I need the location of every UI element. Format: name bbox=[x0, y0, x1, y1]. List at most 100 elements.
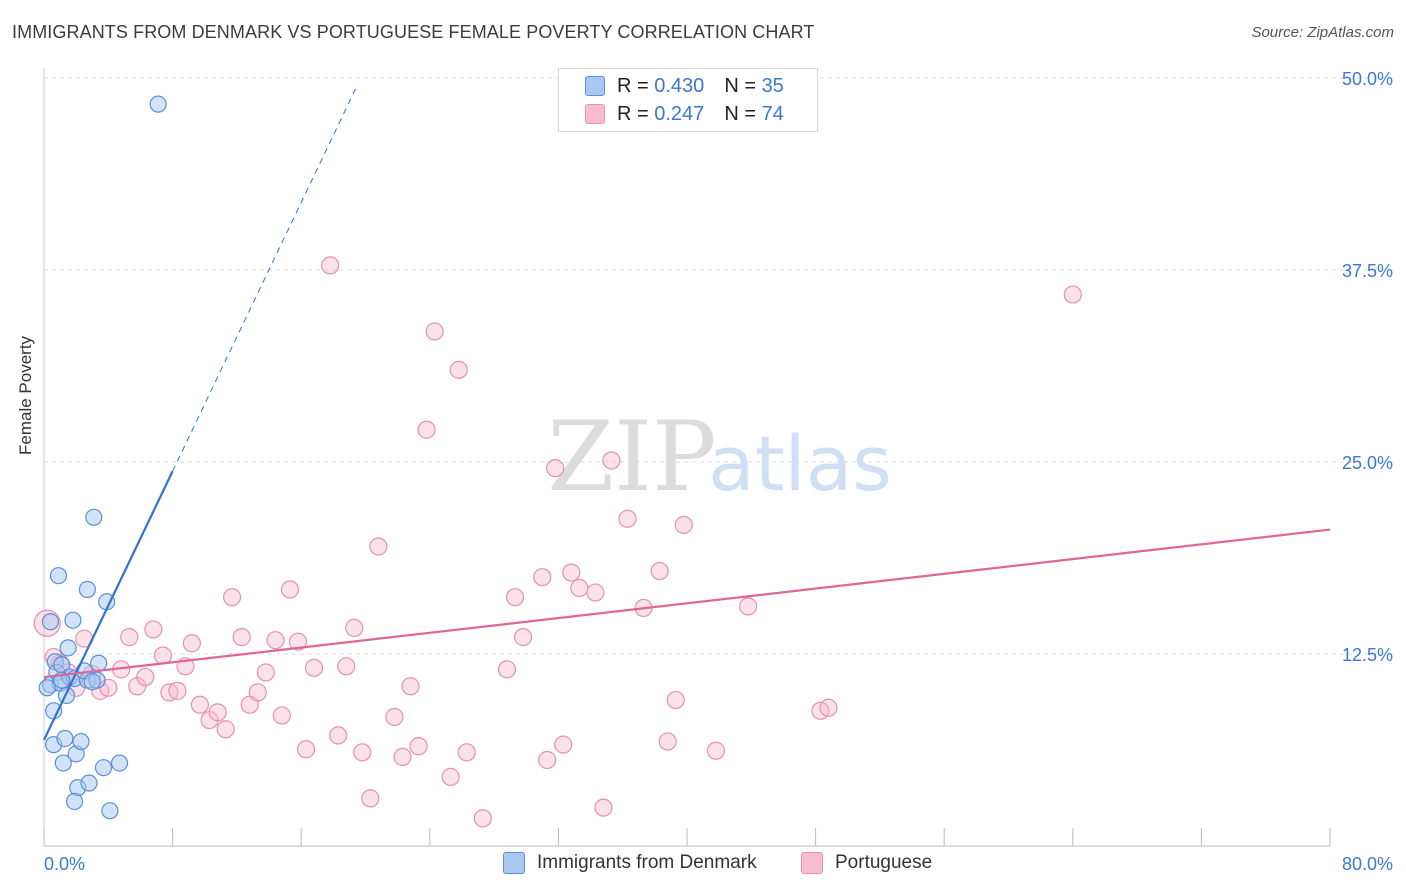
tick-labels: 12.5% 25.0% 37.5% 50.0% 0.0% 80.0% bbox=[44, 69, 1393, 874]
portuguese-point bbox=[222, 588, 242, 607]
denmark-point bbox=[45, 702, 63, 720]
denmark-point bbox=[85, 508, 103, 526]
portuguese-point bbox=[602, 451, 621, 470]
trend-lines bbox=[43, 84, 1331, 741]
portuguese-point bbox=[738, 597, 758, 616]
portuguese-point bbox=[650, 561, 669, 581]
portuguese-point bbox=[337, 657, 356, 676]
y-tick-label: 37.5% bbox=[1342, 261, 1393, 281]
denmark-points bbox=[38, 95, 167, 820]
axes-layer bbox=[43, 68, 1331, 847]
legend-swatch-denmark bbox=[503, 852, 525, 874]
denmark-point bbox=[94, 759, 113, 777]
portuguese-point bbox=[666, 690, 685, 710]
portuguese-point bbox=[321, 256, 340, 275]
legend-row-denmark: R = 0.430 N = 35 bbox=[585, 73, 784, 99]
y-tick-label: 25.0% bbox=[1342, 453, 1393, 473]
legend-label-denmark: Immigrants from Denmark bbox=[537, 852, 757, 873]
portuguese-point bbox=[533, 568, 552, 587]
legend-n-value: 74 bbox=[761, 102, 784, 125]
denmark-point bbox=[72, 732, 90, 751]
denmark-point bbox=[64, 611, 82, 629]
portuguese-point bbox=[417, 420, 436, 439]
portuguese-point bbox=[409, 737, 428, 756]
legend-row-portuguese: R = 0.247 N = 74 bbox=[585, 101, 784, 127]
denmark-point bbox=[90, 654, 108, 672]
legend-n-label: N = bbox=[724, 102, 762, 125]
y-tick-label: 50.0% bbox=[1342, 69, 1393, 89]
portuguese-point bbox=[497, 660, 517, 679]
legend-swatch-denmark bbox=[585, 76, 605, 96]
portuguese-point bbox=[182, 634, 201, 653]
legend-label-portuguese: Portuguese bbox=[835, 852, 933, 873]
y-axis-label: Female Poverty bbox=[16, 335, 35, 455]
portuguese-point bbox=[618, 509, 637, 528]
denmark-point bbox=[59, 639, 77, 657]
denmark-point bbox=[38, 679, 56, 697]
portuguese-point bbox=[345, 618, 364, 637]
watermark-atlas: atlas bbox=[708, 419, 892, 508]
portuguese-point bbox=[266, 631, 285, 650]
portuguese-point bbox=[538, 750, 557, 770]
portuguese-point bbox=[401, 677, 420, 696]
legend-item-denmark[interactable]: Immigrants from Denmark bbox=[503, 852, 757, 874]
series-legend: Immigrants from Denmark Portuguese bbox=[0, 852, 1406, 878]
portuguese-point bbox=[216, 720, 235, 739]
portuguese-point bbox=[425, 322, 444, 341]
portuguese-point bbox=[674, 515, 693, 535]
denmark-point bbox=[80, 774, 98, 792]
denmark-point bbox=[41, 613, 60, 631]
portuguese-point bbox=[272, 706, 292, 725]
portuguese-points bbox=[33, 256, 1082, 828]
denmark-trend-extension bbox=[172, 84, 358, 472]
portuguese-point bbox=[554, 735, 573, 754]
portuguese-point bbox=[706, 741, 726, 760]
portuguese-point bbox=[136, 667, 155, 687]
x-tick-label: 80.0% bbox=[1342, 854, 1393, 874]
denmark-point bbox=[65, 792, 84, 811]
legend-r-value: 0.247 bbox=[654, 102, 705, 125]
portuguese-point bbox=[120, 628, 139, 647]
denmark-point bbox=[83, 673, 101, 691]
portuguese-point bbox=[361, 789, 380, 808]
legend-item-portuguese[interactable]: Portuguese bbox=[801, 852, 932, 874]
portuguese-point bbox=[513, 628, 533, 647]
portuguese-point bbox=[658, 732, 677, 751]
portuguese-point bbox=[562, 563, 581, 582]
legend-r-label: R = bbox=[617, 74, 655, 97]
portuguese-point bbox=[594, 798, 613, 817]
denmark-point bbox=[78, 580, 97, 599]
denmark-point bbox=[101, 802, 119, 820]
portuguese-point bbox=[144, 620, 163, 639]
portuguese-point bbox=[190, 695, 210, 714]
watermark-zip: ZIP bbox=[547, 401, 716, 513]
correlation-legend: R = 0.430 N = 35 R = 0.247 N = 74 bbox=[558, 68, 818, 132]
portuguese-point bbox=[153, 646, 173, 665]
portuguese-point bbox=[329, 726, 348, 745]
portuguese-point bbox=[168, 681, 187, 700]
legend-r-value: 0.430 bbox=[654, 74, 705, 97]
denmark-point bbox=[149, 95, 167, 113]
portuguese-point bbox=[1063, 285, 1082, 304]
source-label: Source: ZipAtlas.com bbox=[1251, 24, 1394, 41]
portuguese-point bbox=[304, 658, 324, 677]
portuguese-point bbox=[353, 743, 372, 762]
portuguese-point bbox=[232, 628, 251, 647]
x-tick-label: 0.0% bbox=[44, 854, 85, 874]
portuguese-point bbox=[473, 809, 492, 828]
portuguese-point bbox=[385, 707, 404, 727]
denmark-point bbox=[56, 729, 74, 748]
legend-r-label: R = bbox=[617, 102, 655, 125]
portuguese-point bbox=[248, 683, 267, 702]
legend-n-label: N = bbox=[724, 74, 762, 97]
chart-title: IMMIGRANTS FROM DENMARK VS PORTUGUESE FE… bbox=[12, 22, 815, 42]
portuguese-point bbox=[393, 747, 412, 767]
denmark-point bbox=[49, 567, 68, 585]
portuguese-point bbox=[449, 360, 468, 379]
portuguese-point bbox=[369, 537, 388, 556]
portuguese-point bbox=[546, 459, 565, 478]
legend-swatch-portuguese bbox=[585, 104, 605, 124]
portuguese-point bbox=[256, 663, 275, 682]
portuguese-point bbox=[296, 740, 316, 759]
